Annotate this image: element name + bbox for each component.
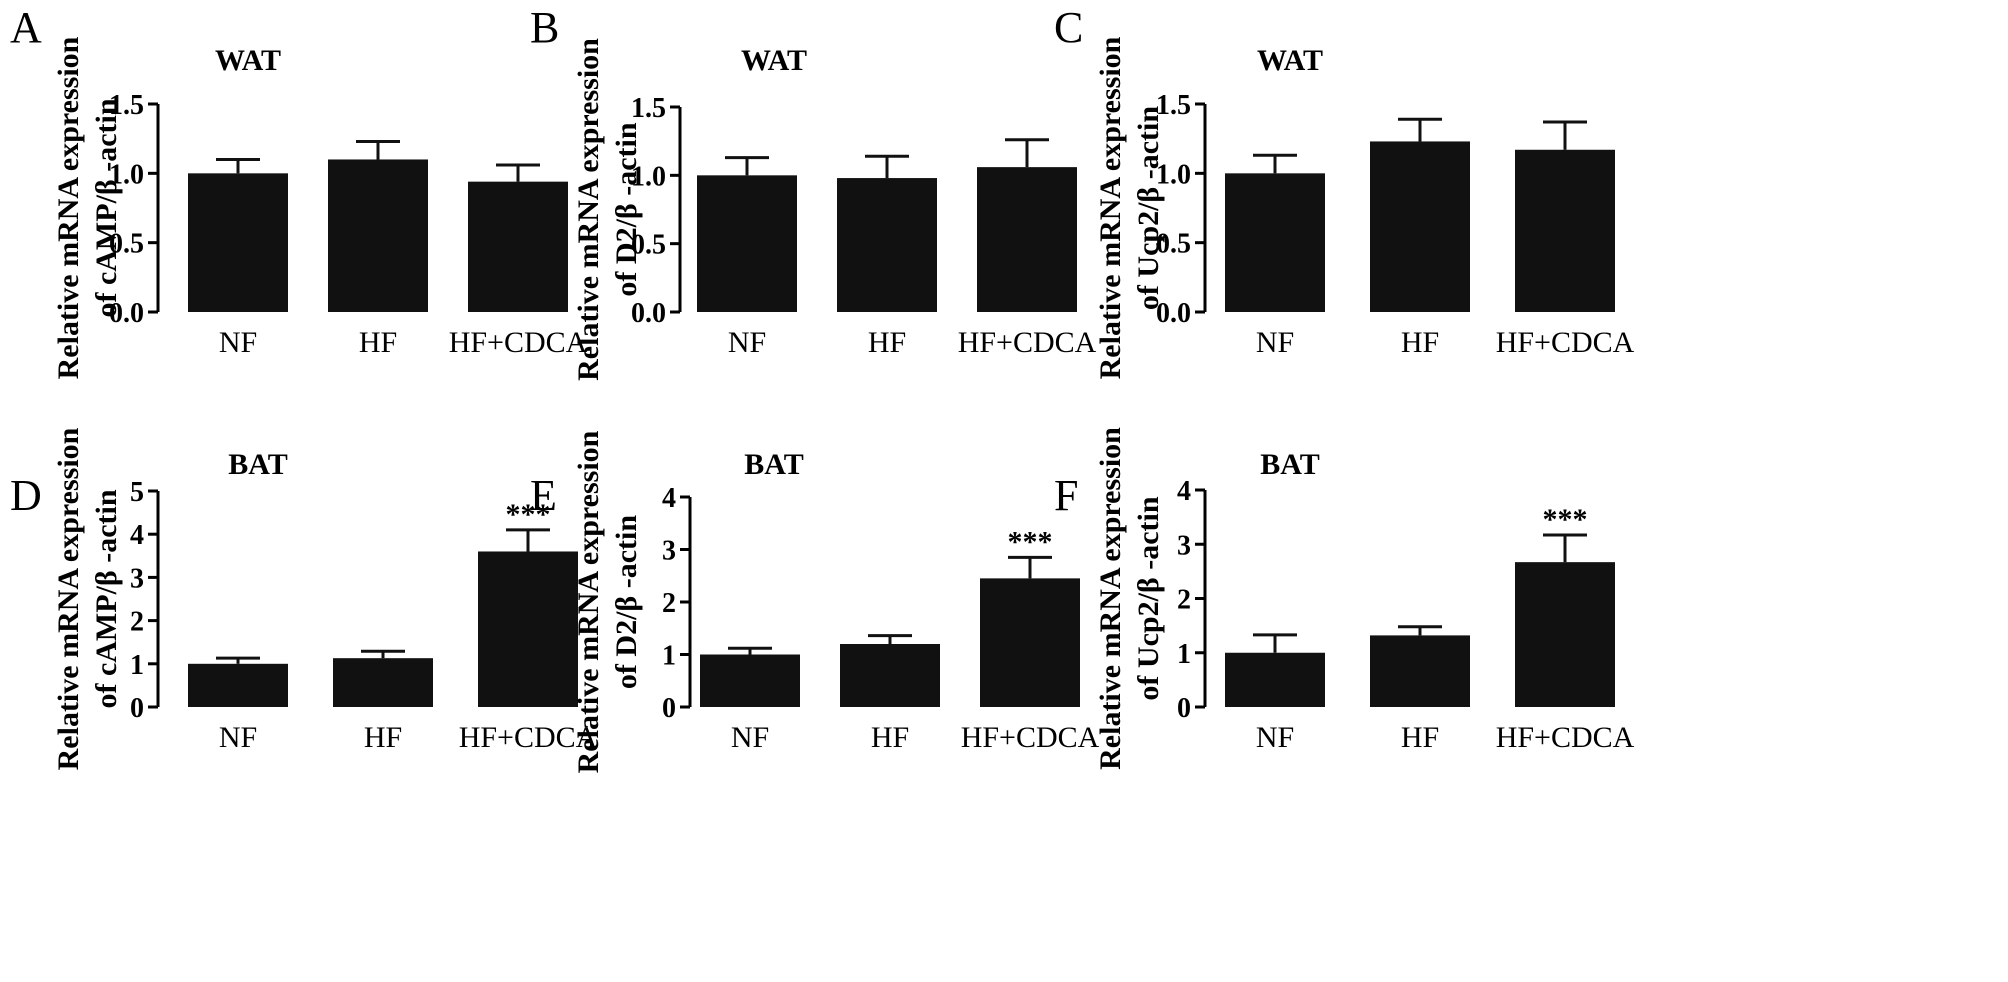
y-tick-label: 0.0: [631, 298, 666, 329]
x-tick-label: HF+CDCA: [961, 721, 1100, 754]
significance-marker: ***: [1008, 525, 1053, 558]
bar-nf: [188, 663, 288, 707]
y-tick-label: 2: [662, 588, 676, 619]
x-tick-label: NF: [1256, 326, 1294, 359]
x-tick-label: HF+CDCA: [1496, 721, 1635, 754]
y-tick-label: 1.0: [109, 159, 144, 190]
y-tick-label: 1.5: [109, 90, 144, 121]
y-tick-label: 0: [130, 693, 144, 724]
y-tick-label: 0.0: [1156, 298, 1191, 329]
y-tick-label: 1.5: [631, 93, 666, 124]
y-axis-label-line-2: of D2/β -actin: [610, 122, 643, 296]
y-tick-label: 0.5: [631, 230, 666, 261]
panel-letter: C: [1054, 3, 1083, 52]
chart-panel-e: E BAT Relative mRNA expression of D2/β -act…: [530, 430, 1100, 773]
bar-nf: [1225, 652, 1325, 707]
x-tick-label: HF+CDCA: [1496, 326, 1635, 359]
y-axis-label-line-2: of D2/β -actin: [610, 515, 643, 689]
y-tick-label: 4: [662, 483, 676, 514]
y-axis-label-line-1: Relative mRNA expression: [52, 36, 85, 379]
x-tick-label: HF: [868, 326, 906, 359]
bar-hf-cdca: [468, 181, 568, 312]
bar-nf: [697, 175, 797, 312]
y-tick-label: 1: [662, 641, 676, 672]
y-axis-label-line-1: Relative mRNA expression: [572, 430, 605, 773]
y-tick-label: 4: [1177, 476, 1191, 507]
chart-panel-c: C WAT Relative mRNA expression of Ucp2/β -a…: [1054, 3, 1635, 379]
x-tick-label: HF: [364, 721, 402, 754]
y-tick-label: 3: [130, 563, 144, 594]
y-axis-label-line-1: Relative mRNA expression: [52, 427, 85, 770]
y-tick-label: 0.0: [109, 298, 144, 329]
bar-hf: [1370, 635, 1470, 707]
bar-hf-cdca: [980, 578, 1080, 707]
chart-panel-f: F BAT Relative mRNA expression of Ucp2/β -a…: [1054, 427, 1635, 770]
x-tick-label: HF+CDCA: [449, 326, 588, 359]
y-tick-label: 2: [1177, 585, 1191, 616]
y-axis-label-line-1: Relative mRNA expression: [572, 38, 605, 381]
y-tick-label: 1.0: [631, 161, 666, 192]
y-axis-label-line-1: Relative mRNA expression: [1094, 36, 1127, 379]
panel-letter: F: [1054, 471, 1078, 520]
bar-nf: [700, 654, 800, 707]
y-axis-label-line-2: of cAMP/β -actin: [90, 489, 123, 708]
significance-marker: ***: [506, 498, 551, 531]
y-tick-label: 0.5: [1156, 229, 1191, 260]
x-tick-label: HF: [1401, 326, 1439, 359]
chart-panel-d: D BAT Relative mRNA expression of cAMP/β -a…: [10, 427, 598, 770]
y-tick-label: 1: [1177, 639, 1191, 670]
x-tick-label: HF: [1401, 721, 1439, 754]
bar-hf-cdca: [1515, 562, 1615, 707]
chart-title: WAT: [215, 44, 281, 77]
y-tick-label: 0: [662, 693, 676, 724]
panel-letter: D: [10, 471, 42, 520]
y-tick-label: 0: [1177, 693, 1191, 724]
bar-hf-cdca: [478, 551, 578, 707]
chart-panel-b: B WAT Relative mRNA expression of D2/β -act…: [530, 3, 1097, 381]
x-tick-label: NF: [219, 721, 257, 754]
bar-hf-cdca: [977, 167, 1077, 312]
x-tick-label: NF: [731, 721, 769, 754]
chart-title: WAT: [741, 44, 807, 77]
significance-marker: ***: [1543, 503, 1588, 536]
bar-hf: [837, 178, 937, 312]
y-tick-label: 1: [130, 650, 144, 681]
y-tick-label: 1.0: [1156, 159, 1191, 190]
chart-title: BAT: [744, 448, 803, 481]
bar-nf: [1225, 173, 1325, 312]
bar-hf: [1370, 141, 1470, 312]
bar-hf: [328, 159, 428, 312]
bar-nf: [188, 173, 288, 312]
x-tick-label: HF: [359, 326, 397, 359]
bar-hf: [840, 644, 940, 707]
panel-letter: B: [530, 3, 559, 52]
y-tick-label: 4: [130, 520, 144, 551]
chart-title: BAT: [1260, 448, 1319, 481]
chart-title: BAT: [228, 448, 287, 481]
y-tick-label: 3: [1177, 530, 1191, 561]
x-tick-label: NF: [219, 326, 257, 359]
chart-title: WAT: [1257, 44, 1323, 77]
y-tick-label: 5: [130, 477, 144, 508]
y-axis-label-line-1: Relative mRNA expression: [1094, 427, 1127, 770]
y-tick-label: 1.5: [1156, 90, 1191, 121]
y-axis-label-line-2: of Ucp2/β -actin: [1132, 496, 1165, 700]
y-axis-label-line-2: of Ucp2/β -actin: [1132, 106, 1165, 310]
chart-panel-a: A WAT Relative mRNA expression of cAMP/β -a…: [10, 3, 588, 379]
y-tick-label: 0.5: [109, 229, 144, 260]
y-axis-label-line-2: of cAMP/β -actin: [90, 98, 123, 317]
x-tick-label: NF: [728, 326, 766, 359]
x-tick-label: NF: [1256, 721, 1294, 754]
x-tick-label: HF+CDCA: [459, 721, 598, 754]
y-tick-label: 3: [662, 536, 676, 567]
y-tick-label: 2: [130, 607, 144, 638]
panel-letter: A: [10, 3, 42, 52]
bar-hf-cdca: [1515, 149, 1615, 312]
bar-hf: [333, 658, 433, 707]
x-tick-label: HF: [871, 721, 909, 754]
x-tick-label: HF+CDCA: [958, 326, 1097, 359]
panel-letter: E: [530, 471, 557, 520]
